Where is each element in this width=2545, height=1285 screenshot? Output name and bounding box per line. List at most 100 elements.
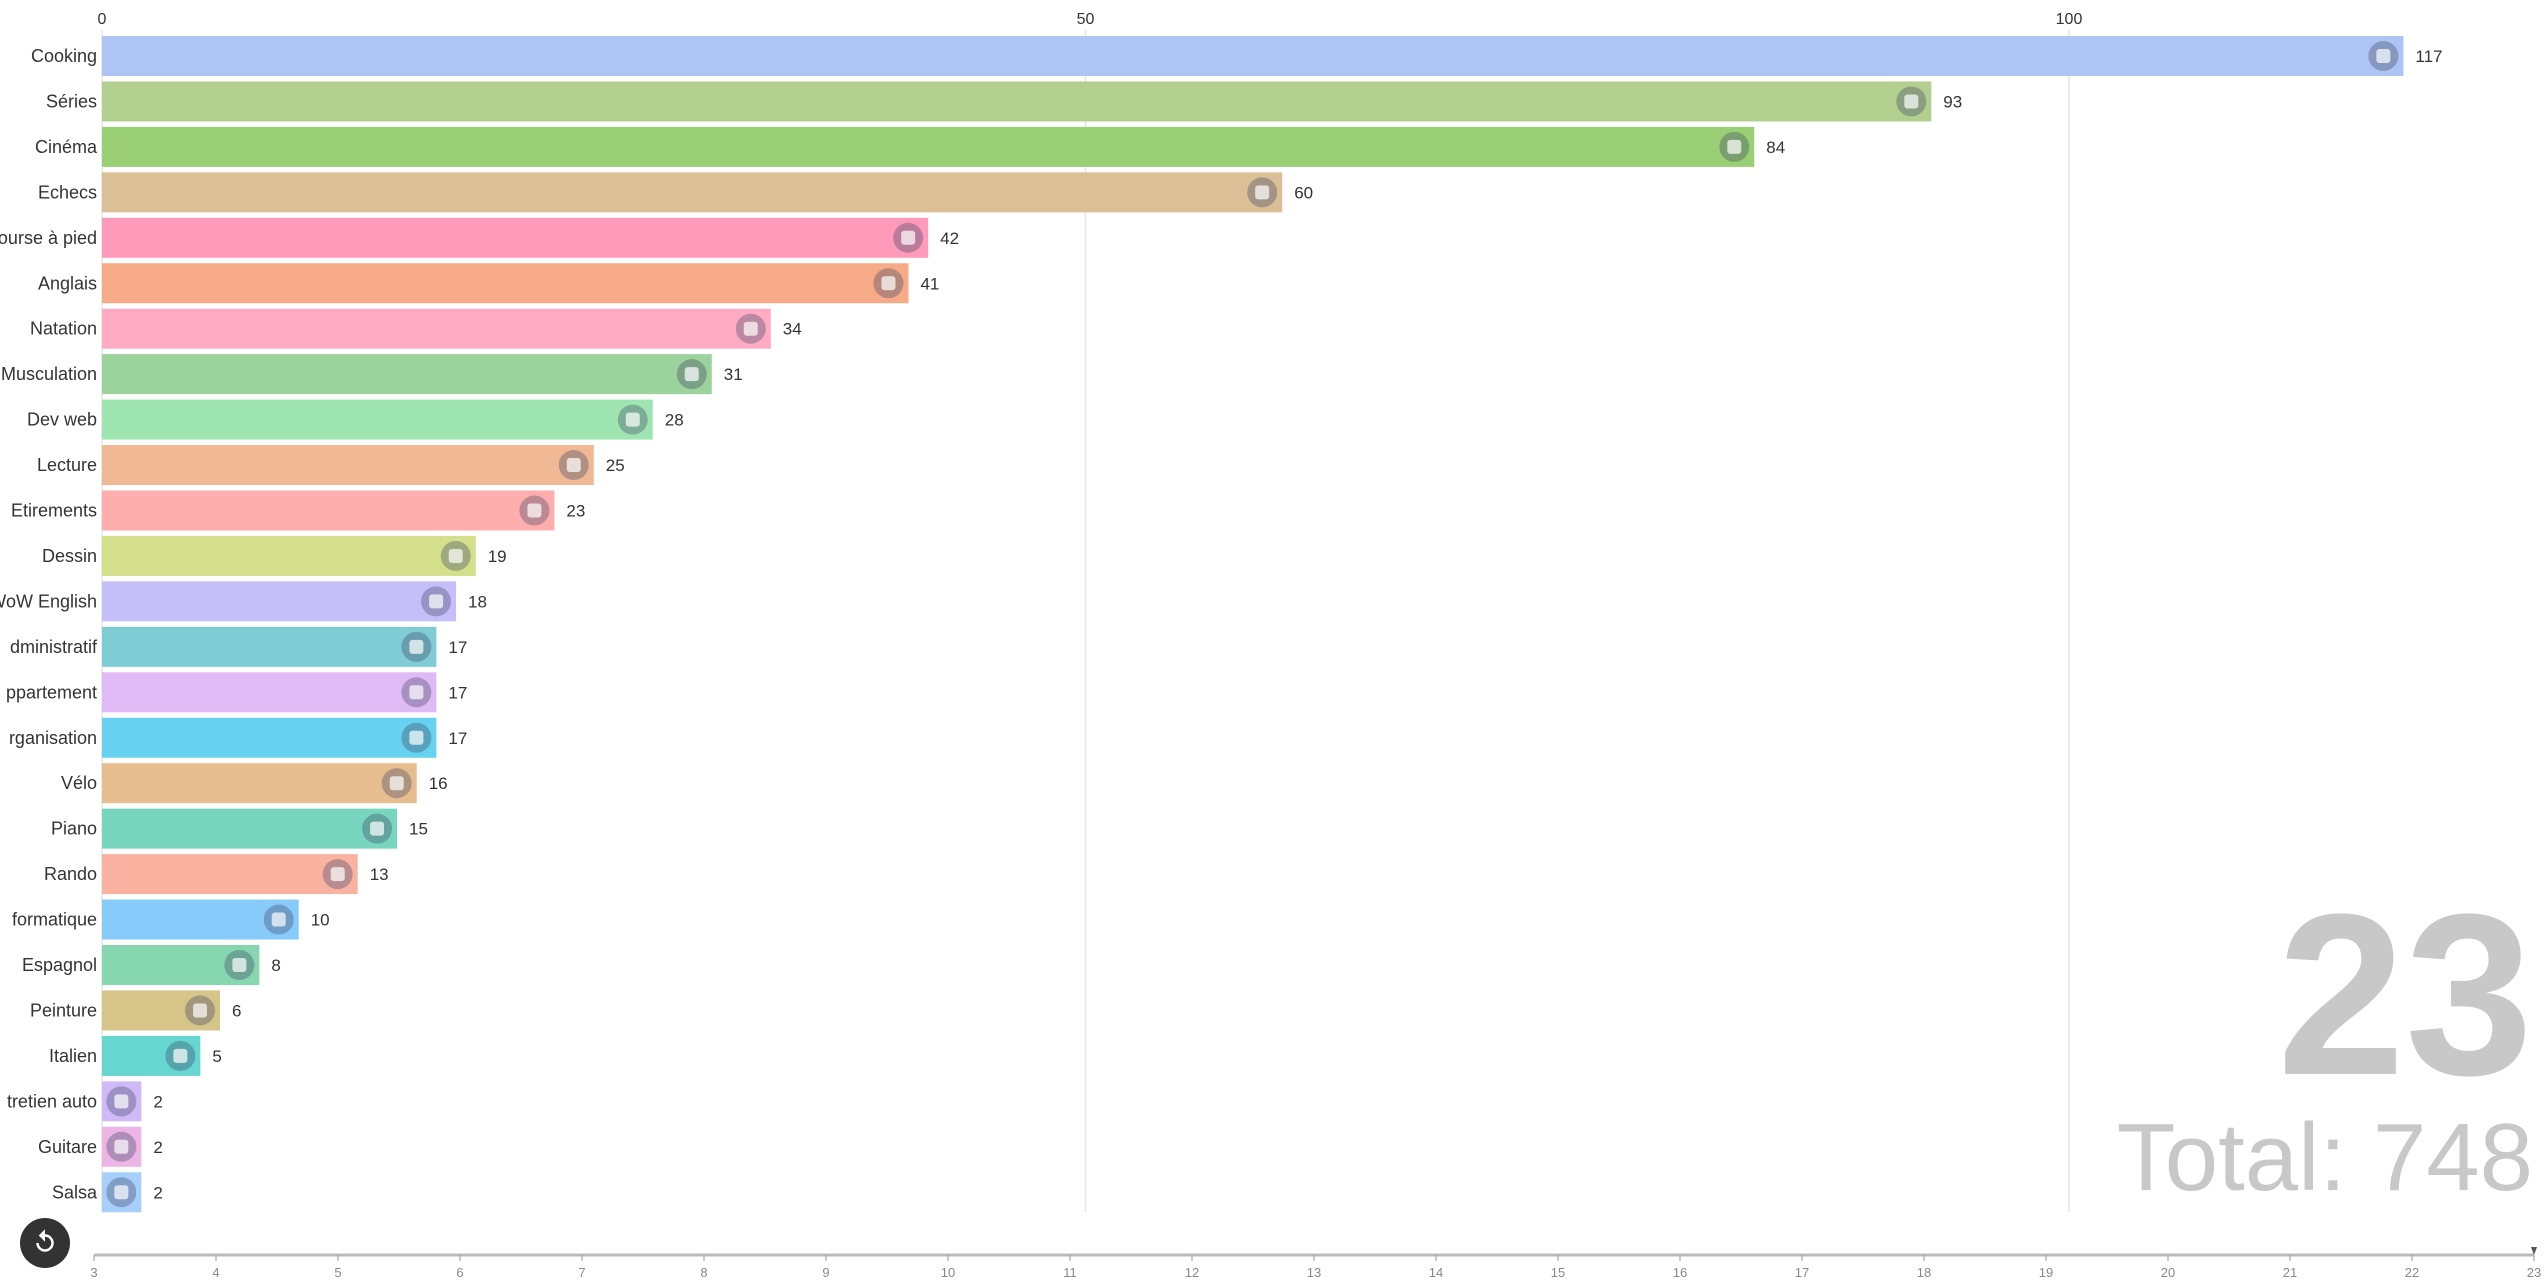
bar-label: Cooking bbox=[31, 46, 97, 66]
bar bbox=[102, 308, 771, 349]
bar-label: Peinture bbox=[30, 1000, 97, 1020]
timeline-tick-label: 4 bbox=[212, 1265, 219, 1280]
popcorn-icon bbox=[1719, 131, 1750, 162]
timeline-tick-label: 12 bbox=[1185, 1265, 1199, 1280]
timeline-tick-label: 8 bbox=[700, 1265, 707, 1280]
bar-label: dministratif bbox=[10, 637, 98, 657]
value-label: 6 bbox=[232, 1001, 241, 1020]
value-label: 2 bbox=[153, 1138, 162, 1157]
book-icon bbox=[558, 450, 589, 481]
cleaning-icon bbox=[401, 677, 432, 708]
timeline-tick-label: 18 bbox=[1917, 1265, 1931, 1280]
value-label: 34 bbox=[783, 320, 802, 339]
bar bbox=[102, 581, 457, 622]
bar-label: tretien auto bbox=[7, 1091, 97, 1111]
bar-label: Vélo bbox=[61, 773, 97, 793]
value-label: 117 bbox=[2415, 47, 2442, 66]
chess-icon bbox=[1247, 177, 1278, 208]
value-label: 17 bbox=[448, 683, 467, 702]
bar bbox=[102, 626, 437, 667]
bar bbox=[102, 445, 594, 486]
timeline-tick-label: 15 bbox=[1551, 1265, 1565, 1280]
value-label: 8 bbox=[271, 956, 280, 975]
bar-label: Salsa bbox=[52, 1182, 98, 1202]
bar bbox=[102, 126, 1755, 167]
timeline-tick-label: 16 bbox=[1673, 1265, 1687, 1280]
runner-icon bbox=[893, 222, 924, 253]
bar-label: formatique bbox=[12, 910, 97, 930]
value-label: 23 bbox=[566, 502, 585, 521]
timeline-tick-label: 6 bbox=[456, 1265, 463, 1280]
value-label: 2 bbox=[153, 1183, 162, 1202]
cooking-icon bbox=[2368, 41, 2399, 71]
value-label: 2 bbox=[153, 1092, 162, 1111]
bar-label: Guitare bbox=[38, 1137, 97, 1157]
total-count: Total: 748 bbox=[2116, 1104, 2533, 1211]
value-label: 19 bbox=[488, 547, 507, 566]
dancer-icon bbox=[106, 1177, 137, 1208]
timeline-tick-label: 5 bbox=[334, 1265, 341, 1280]
timeline-tick-label: 7 bbox=[578, 1265, 585, 1280]
bar-label: Etirements bbox=[11, 501, 97, 521]
timeline-tick-label: 13 bbox=[1307, 1265, 1321, 1280]
bicycle-icon bbox=[381, 768, 412, 799]
value-label: 93 bbox=[1943, 92, 1962, 111]
current-period: 23 bbox=[2277, 866, 2533, 1123]
car-repair-icon bbox=[106, 1086, 137, 1117]
bar bbox=[102, 81, 1932, 122]
bar-label: Séries bbox=[46, 91, 97, 111]
timeline-tick-label: 10 bbox=[941, 1265, 955, 1280]
value-label: 17 bbox=[448, 638, 467, 657]
value-label: 13 bbox=[370, 865, 389, 884]
value-label: 25 bbox=[606, 456, 625, 475]
replay-button[interactable] bbox=[20, 1218, 70, 1268]
value-label: 31 bbox=[724, 365, 743, 384]
bar-label: Anglais bbox=[38, 273, 97, 293]
timeline-handle[interactable] bbox=[2531, 1247, 2537, 1255]
timeline-tick-label: 17 bbox=[1795, 1265, 1809, 1280]
italy-flag-icon bbox=[165, 1040, 196, 1071]
timeline-tick-label: 19 bbox=[2039, 1265, 2053, 1280]
bar bbox=[102, 172, 1283, 213]
timeline-tick-label: 23 bbox=[2527, 1265, 2541, 1280]
bar-label: Dessin bbox=[42, 546, 97, 566]
bar bbox=[102, 490, 555, 531]
code-window-icon bbox=[617, 404, 648, 435]
timeline-tick-label: 20 bbox=[2161, 1265, 2175, 1280]
value-label: 17 bbox=[448, 729, 467, 748]
timeline-ticks: 3 4 5 6 7 8 9 10 11 12 13 14 15 16 17 18 19 20 21 22 23 bbox=[90, 1255, 2541, 1280]
mountain-icon bbox=[322, 859, 353, 890]
bar-label: rganisation bbox=[9, 728, 97, 748]
spain-flag-icon bbox=[224, 950, 255, 980]
bar bbox=[102, 535, 476, 576]
x-tick-label: 0 bbox=[98, 11, 107, 28]
monitor-icon bbox=[263, 904, 294, 935]
stretching-icon bbox=[519, 495, 550, 526]
keyboard-icon bbox=[421, 586, 452, 617]
timeline-tick-label: 11 bbox=[1063, 1265, 1077, 1280]
bar bbox=[102, 717, 437, 758]
bar bbox=[102, 36, 2404, 76]
timeline-tick-label: 21 bbox=[2283, 1265, 2297, 1280]
bar-label: Dev web bbox=[27, 410, 97, 430]
bar-label: Italien bbox=[49, 1046, 97, 1066]
bar-label: Espagnol bbox=[22, 955, 97, 975]
value-label: 42 bbox=[940, 229, 959, 248]
bar bbox=[102, 263, 909, 304]
value-label: 15 bbox=[409, 820, 428, 839]
piano-icon bbox=[362, 813, 393, 844]
bar bbox=[102, 399, 653, 440]
timeline-tick-label: 3 bbox=[90, 1265, 97, 1280]
value-label: 18 bbox=[468, 592, 487, 611]
bar-label: Rando bbox=[44, 864, 97, 884]
calendar-icon bbox=[401, 722, 432, 753]
document-icon bbox=[401, 631, 432, 662]
value-label: 41 bbox=[920, 274, 939, 293]
value-label: 28 bbox=[665, 411, 684, 430]
bar bbox=[102, 217, 929, 258]
bar-label: Natation bbox=[30, 319, 97, 339]
bar bbox=[102, 854, 358, 895]
bar-label: ourse à pied bbox=[0, 228, 97, 248]
bar bbox=[102, 808, 398, 849]
timeline-tick-label: 14 bbox=[1429, 1265, 1443, 1280]
